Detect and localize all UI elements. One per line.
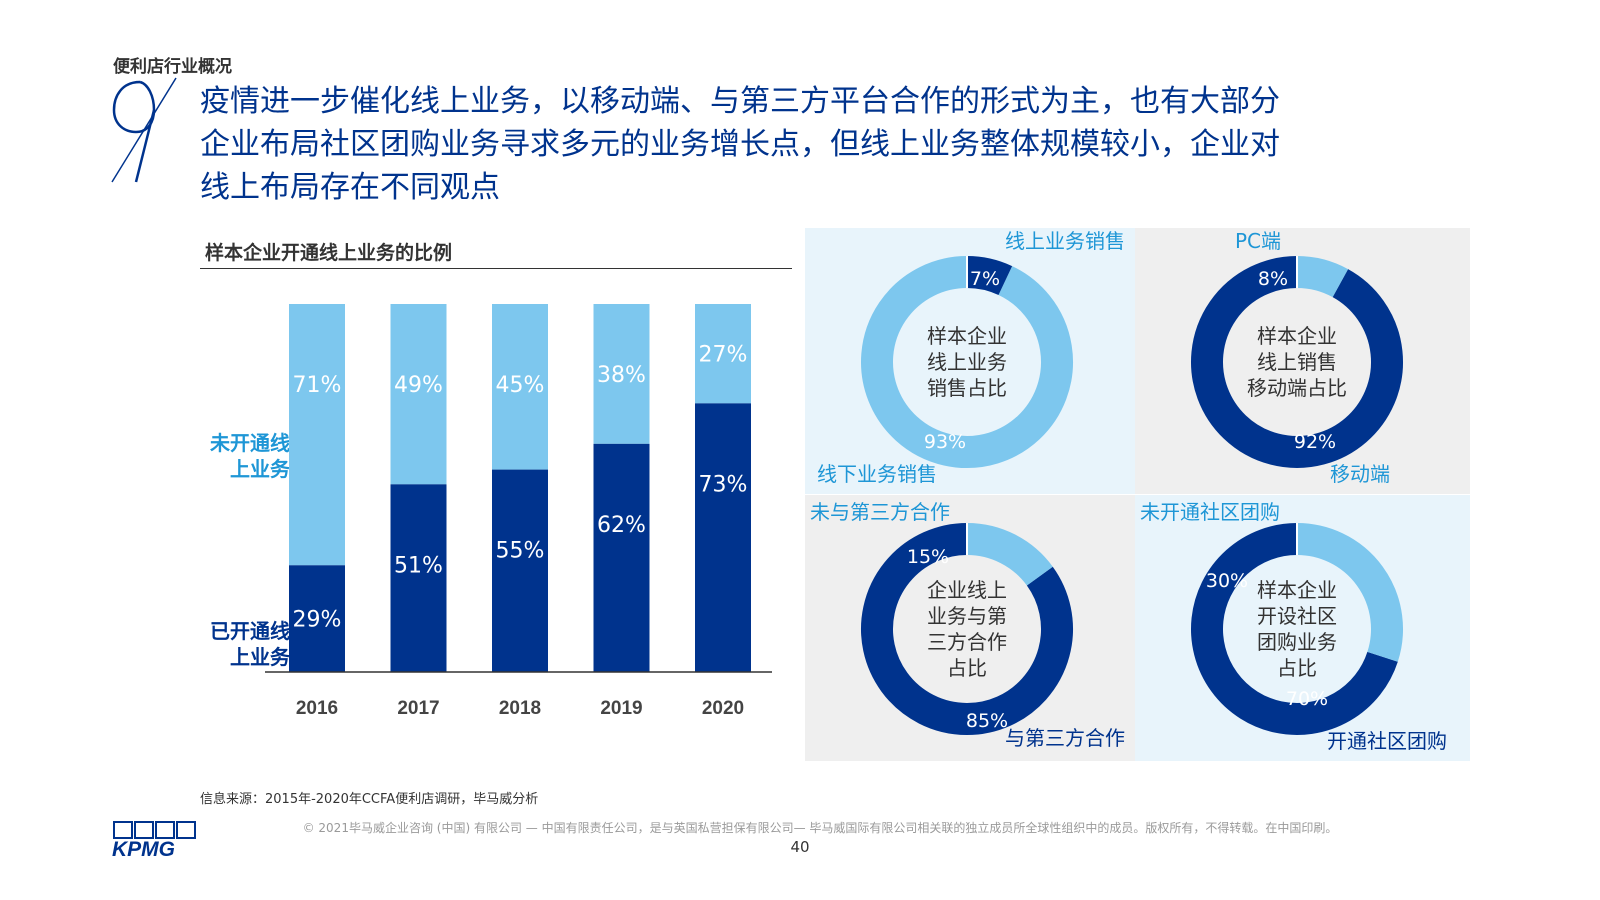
legend-unopened-line: 上业务: [230, 457, 290, 481]
slice-name-minor: 未与第三方合作: [810, 500, 950, 524]
donut-slice-minor: [1296, 523, 1403, 662]
donut-slice-major: [861, 256, 1073, 468]
slice-label-minor: 30%: [1206, 570, 1248, 592]
donut-center-label: 企业线上: [927, 578, 1007, 602]
donut-center-label: 销售占比: [927, 376, 1007, 400]
stacked-bar-chart: 71% 29% 2016 49% 51% 2017 45% 55% 2018 38% 62% 2019…: [265, 304, 772, 719]
donut-center-label: 占比: [947, 656, 987, 680]
bar-unopened-2020: [695, 304, 751, 404]
page-number: 40: [790, 838, 810, 856]
donut-panel-online-sales: 7% 93% 样本企业 线上业务 销售占比 线上业务销售线下业务销售: [805, 228, 1140, 494]
slice-label-major: 93%: [924, 431, 966, 453]
donut-slice-minor: [966, 256, 1013, 296]
bar-chart-title: 样本企业开通线上业务的比例: [205, 242, 453, 264]
data-label-unopened: 27%: [699, 343, 748, 368]
donut-center-label: 团购业务: [1257, 630, 1337, 654]
x-tick-label: 2016: [296, 698, 338, 719]
legend-unopened: 未开通线 上业务: [150, 430, 290, 482]
donut-center-label: 线上业务: [927, 350, 1007, 374]
donut-center-label: 移动端占比: [1247, 376, 1347, 400]
donut-center-label: 占比: [1277, 656, 1317, 680]
donut-panel-group-buy: 30% 70% 样本企业 开设社区 团购业务 占比 未开通社区团购开通社区团购: [1135, 495, 1470, 761]
source-note: 信息来源：2015年-2020年CCFA便利店调研，毕马威分析: [200, 792, 539, 807]
bar-opened-2017: [390, 484, 447, 672]
legend-unopened-line: 未开通线: [210, 431, 290, 455]
bar-opened-2018: [492, 469, 548, 672]
bar-unopened-2019: [593, 304, 650, 444]
slice-name-major: 线下业务销售: [817, 462, 937, 486]
donut-slice-minor: [966, 523, 1053, 586]
data-label-opened: 62%: [597, 513, 646, 538]
data-label-unopened: 45%: [496, 373, 545, 398]
donut-slice-minor: [1296, 256, 1349, 298]
copyright-notice: © 2021毕马威企业咨询 (中国) 有限公司 — 中国有限责任公司，是与英国私…: [302, 821, 1338, 835]
data-label-opened: 73%: [699, 472, 748, 497]
bar-unopened-2016: [289, 304, 345, 566]
data-label-opened: 29%: [293, 608, 342, 633]
legend-opened-line: 上业务: [230, 645, 290, 669]
slice-name-major: 移动端: [1330, 462, 1390, 486]
slice-label-minor: 15%: [907, 546, 949, 568]
kpmg-logo: KPMG: [112, 821, 196, 860]
slice-name-minor: 线上业务销售: [1005, 229, 1125, 253]
x-tick-label: 2020: [702, 698, 744, 719]
data-label-unopened: 38%: [597, 363, 646, 388]
slice-name-major: 开通社区团购: [1327, 729, 1447, 753]
donut-center-label: 样本企业: [927, 324, 1007, 348]
donut-center-label: 样本企业: [1257, 324, 1337, 348]
donut-center-label: 业务与第: [927, 604, 1007, 628]
donut-slice-major: [1191, 523, 1398, 735]
slice-name-major: 与第三方合作: [1005, 726, 1125, 750]
x-tick-label: 2017: [397, 698, 439, 719]
donut-center-label: 三方合作: [927, 630, 1007, 654]
bar-unopened-2017: [390, 304, 447, 485]
x-tick-label: 2018: [499, 698, 541, 719]
title-divider: [200, 268, 792, 269]
x-tick-label: 2019: [600, 698, 642, 719]
section-label: 便利店行业概况: [113, 57, 232, 77]
headline: 疫情进一步催化线上业务，以移动端、与第三方平台合作的形式为主，也有大部分 企业布…: [200, 80, 1500, 209]
bar-opened-2019: [593, 443, 650, 672]
data-label-unopened: 71%: [293, 373, 342, 398]
donut-panel-mobile: 8% 92% 样本企业 线上销售 移动端占比 PC端移动端: [1135, 228, 1470, 494]
bar-opened-2016: [289, 565, 345, 672]
donut-center-label: 开设社区: [1257, 604, 1337, 628]
slice-name-minor: PC端: [1235, 229, 1281, 253]
slice-label-minor: 7%: [970, 268, 1000, 290]
logo-text: KPMG: [112, 838, 175, 860]
donut-slice-major: [1191, 256, 1403, 468]
donut-panel-third-party: 15% 85% 企业线上 业务与第 三方合作 占比 未与第三方合作与第三方合作: [805, 495, 1140, 761]
data-label-opened: 55%: [496, 539, 545, 564]
headline-line: 线上布局存在不同观点: [200, 170, 500, 205]
slice-label-major: 70%: [1286, 688, 1328, 710]
slice-label-major: 92%: [1294, 431, 1336, 453]
headline-line: 企业布局社区团购业务寻求多元的业务增长点，但线上业务整体规模较小，企业对: [200, 127, 1280, 162]
bar-unopened-2018: [492, 304, 548, 470]
slice-name-minor: 未开通社区团购: [1140, 500, 1280, 524]
data-label-opened: 51%: [394, 553, 443, 578]
bar-opened-2020: [695, 403, 751, 672]
donut-center-label: 线上销售: [1257, 350, 1337, 374]
donut-center-label: 样本企业: [1257, 578, 1337, 602]
data-label-unopened: 49%: [394, 373, 443, 398]
chapter-nine-graphic: [111, 77, 177, 183]
slice-label-major: 85%: [966, 710, 1008, 732]
donut-slice-major: [861, 523, 1073, 735]
headline-line: 疫情进一步催化线上业务，以移动端、与第三方平台合作的形式为主，也有大部分: [200, 84, 1280, 119]
legend-opened: 已开通线 上业务: [150, 618, 290, 670]
legend-opened-line: 已开通线: [210, 619, 290, 643]
slice-label-minor: 8%: [1258, 268, 1288, 290]
